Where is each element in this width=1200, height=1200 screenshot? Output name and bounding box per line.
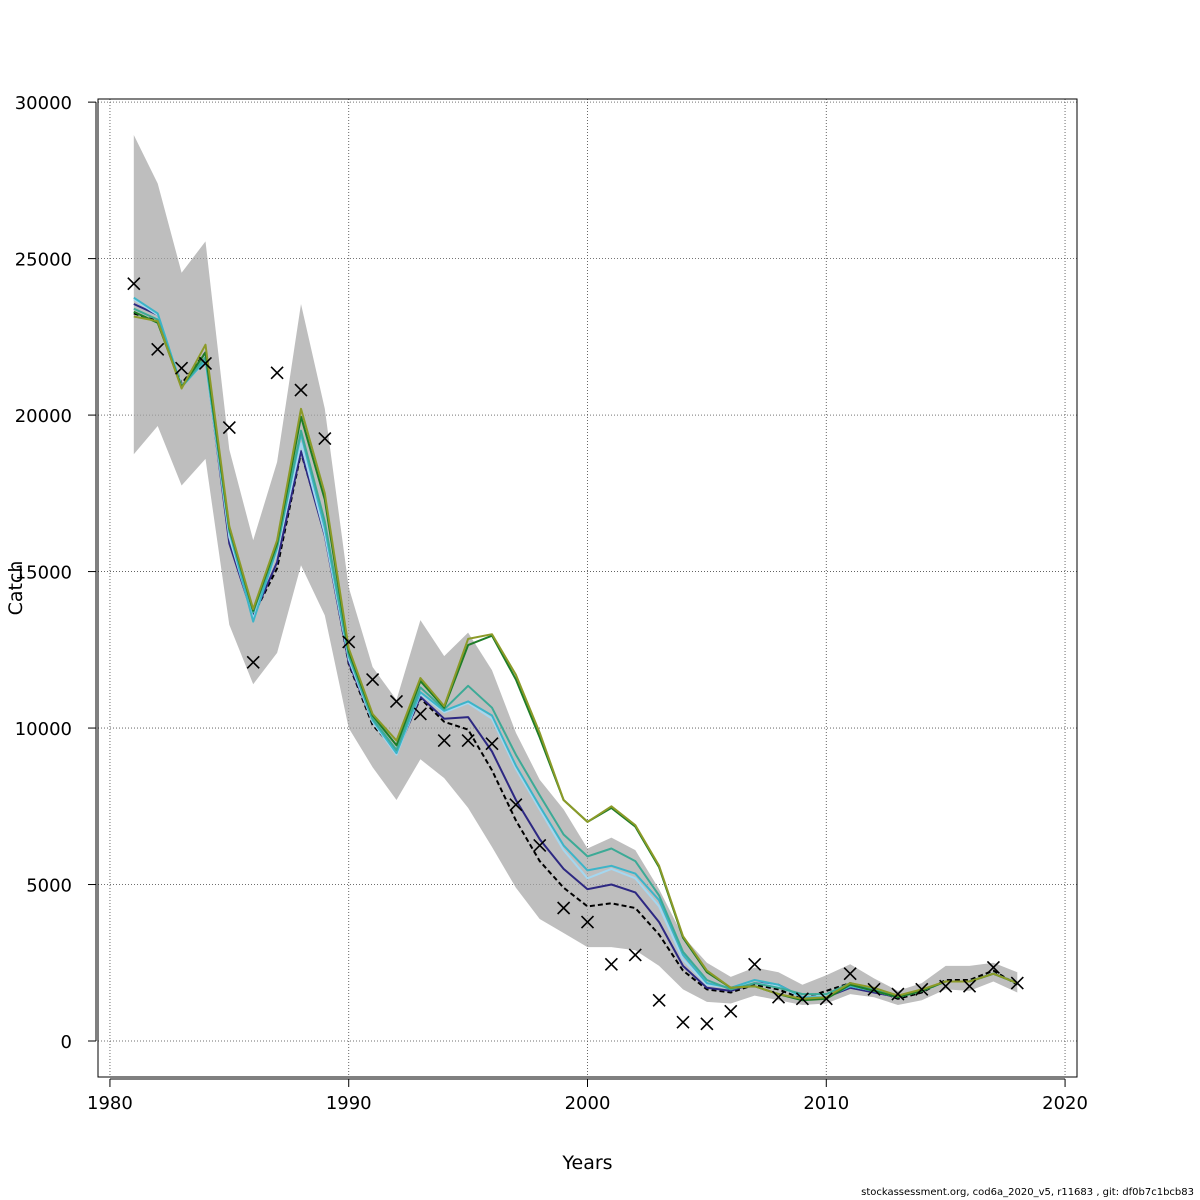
y-tick-label: 15000 (15, 563, 72, 584)
observed-point (366, 672, 380, 687)
x-axis: 1980 1990 2000 2010 2020 (87, 1078, 1088, 1114)
observed-point (700, 1017, 714, 1031)
observed-point (509, 798, 523, 812)
observed-point (819, 992, 833, 1006)
observed-point (127, 277, 141, 291)
observed-point (676, 1015, 690, 1029)
observed-point (318, 431, 332, 446)
x-tick-label: 1990 (326, 1093, 372, 1114)
plot-frame (97, 98, 1078, 1078)
observed-point (652, 993, 666, 1007)
y-tick-label: 5000 (26, 876, 72, 897)
observed-point (294, 383, 308, 397)
observed-point (246, 655, 260, 669)
y-axis-title: Catch (5, 561, 27, 616)
observed-point (628, 948, 642, 962)
observed-point (724, 1004, 738, 1018)
observed-point (389, 694, 404, 709)
y-tick-label: 20000 (15, 406, 72, 427)
observed-point (175, 361, 189, 375)
observed-point (748, 957, 762, 971)
footer-credit: stockassessment.org, cod6a_2020_v5, r116… (861, 1187, 1194, 1198)
observed-point (843, 967, 857, 981)
y-tick-label: 10000 (15, 719, 72, 740)
observed-point (533, 838, 547, 852)
x-tick-label: 2010 (803, 1093, 849, 1114)
confidence-band (133, 135, 1018, 1005)
observed-point (580, 915, 595, 929)
y-tick-label: 25000 (15, 250, 72, 271)
observed-point (891, 987, 905, 1001)
observed-point (413, 707, 427, 721)
series-line (133, 315, 1018, 1000)
observed-point (962, 979, 977, 993)
y-tick-label: 0 (61, 1032, 72, 1053)
observed-point (939, 979, 953, 993)
observed-point (795, 992, 809, 1006)
observed-point (270, 366, 284, 380)
series-line (133, 303, 1018, 999)
observed-point (604, 957, 618, 971)
observed-point (915, 982, 929, 996)
axes: 1980 1990 2000 2010 2020 0 5000 10000 15000 20000… (15, 93, 1088, 1114)
observed-point (151, 342, 165, 356)
observed-point (986, 960, 1000, 975)
grid-overlay (98, 99, 1077, 1077)
observed-point (461, 734, 475, 748)
x-axis-title: Years (561, 1152, 612, 1174)
observed-point (1010, 976, 1024, 990)
observed-point (867, 982, 881, 996)
series-lines (133, 296, 1018, 1002)
observed-point (771, 990, 786, 1004)
observed-point (557, 901, 571, 915)
y-tick-label: 30000 (15, 93, 72, 114)
observed-point (222, 421, 236, 435)
observed-point (485, 737, 499, 751)
observed-point (198, 356, 213, 371)
y-axis: 0 5000 10000 15000 20000 25000 30000 (15, 93, 97, 1053)
x-tick-label: 2020 (1042, 1093, 1088, 1114)
confidence-band-area (133, 135, 1018, 1005)
x-tick-label: 1980 (87, 1093, 133, 1114)
observed-markers (127, 277, 1024, 1031)
x-tick-label: 2000 (565, 1093, 611, 1114)
observed-point (437, 734, 451, 748)
observed-point (342, 635, 356, 649)
